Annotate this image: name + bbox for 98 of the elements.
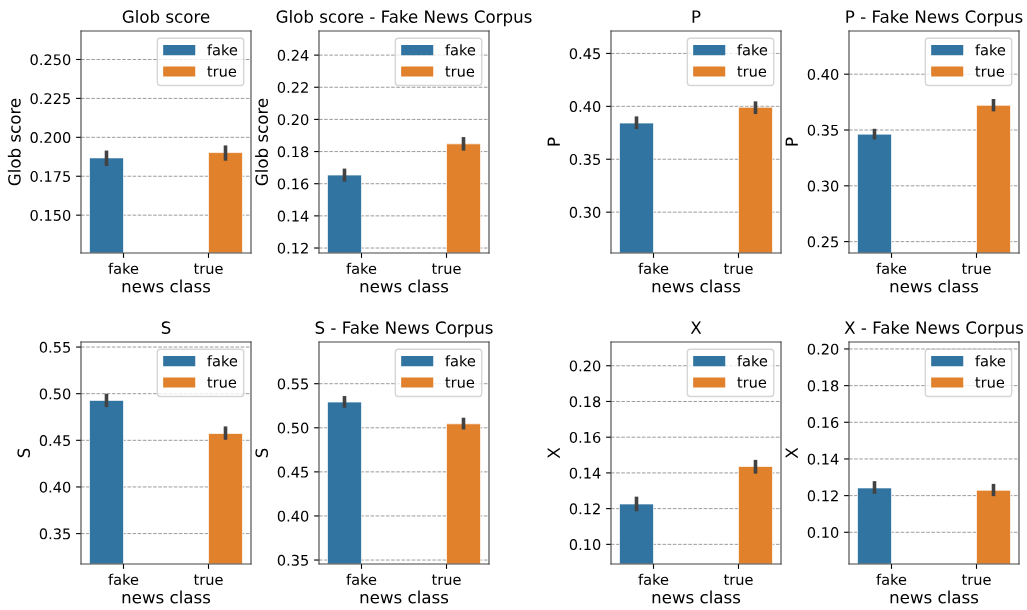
y-tick-label: 0.250	[30, 54, 71, 66]
legend-label: fake	[445, 355, 476, 367]
x-tick-label: true	[431, 574, 461, 586]
y-tick-label: 0.55	[277, 378, 308, 390]
y-tick-label: 0.20	[277, 114, 309, 126]
x-axis-title: news class	[360, 590, 449, 604]
legend-label: true	[737, 377, 767, 388]
x-axis-title: news class	[360, 279, 449, 293]
x-axis-title: news class	[890, 279, 979, 293]
chart-title: S - Fake News Corpus	[315, 321, 493, 338]
y-tick-label: 0.175	[30, 170, 70, 182]
x-tick-label: fake	[346, 573, 377, 586]
chart-title: S	[161, 321, 171, 334]
x-axis-title: news class	[122, 279, 211, 293]
x-tick-label: fake	[638, 262, 669, 275]
y-tick-label: 0.35	[277, 554, 308, 566]
legend-label: fake	[975, 44, 1006, 56]
y-tick-label: 0.16	[569, 431, 601, 443]
y-tick-label: 0.14	[807, 453, 839, 465]
y-tick-label: 0.30	[569, 206, 601, 218]
x-tick-label: true	[723, 574, 753, 586]
y-tick-label: 0.14	[277, 210, 309, 222]
y-tick-label: 0.24	[277, 49, 309, 61]
chart-title: Glob score - Fake News Corpus	[276, 10, 532, 27]
y-axis-title: X	[785, 447, 798, 459]
y-axis-title: S	[255, 448, 269, 458]
legend-label: fake	[445, 44, 476, 56]
y-axis-title: Glob score	[7, 98, 21, 186]
x-tick-label: true	[193, 263, 223, 275]
y-tick-label: 0.55	[39, 341, 70, 353]
legend-label: true	[445, 377, 475, 388]
legend-label: fake	[737, 355, 768, 367]
legend-label: fake	[737, 44, 768, 56]
x-tick-label: fake	[638, 573, 669, 586]
y-tick-label: 0.35	[807, 124, 838, 136]
x-axis-title: news class	[652, 590, 741, 604]
x-axis-title: news class	[890, 590, 979, 604]
y-tick-label: 0.35	[569, 153, 600, 165]
x-tick-label: true	[723, 263, 753, 275]
chart-title: X	[690, 321, 702, 334]
y-axis-title: P	[785, 137, 798, 146]
x-tick-label: fake	[108, 262, 139, 275]
y-axis-title: Glob score	[255, 98, 269, 186]
chart-title: P	[692, 10, 701, 23]
y-tick-label: 0.12	[277, 242, 308, 254]
x-tick-label: true	[961, 574, 991, 586]
y-tick-label: 0.10	[807, 527, 839, 539]
y-tick-label: 0.45	[569, 48, 600, 60]
x-tick-label: fake	[108, 573, 139, 586]
legend-label: fake	[207, 44, 238, 56]
legend-label: true	[975, 66, 1005, 77]
legend-label: true	[445, 66, 475, 77]
x-tick-label: true	[431, 263, 461, 275]
x-axis-title: news class	[122, 590, 211, 604]
y-tick-label: 0.40	[277, 510, 309, 522]
x-tick-label: true	[961, 263, 991, 275]
chart-title: Glob score	[122, 10, 210, 23]
y-tick-label: 0.14	[569, 467, 601, 479]
y-axis-title: S	[17, 448, 31, 458]
y-axis-title: X	[547, 447, 560, 459]
y-tick-label: 0.22	[277, 81, 308, 94]
y-tick-label: 0.18	[569, 396, 601, 408]
x-tick-label: fake	[876, 262, 907, 275]
y-tick-label: 0.45	[39, 435, 70, 447]
x-tick-label: fake	[876, 573, 907, 586]
legend-label: true	[207, 66, 237, 77]
chart-title: P - Fake News Corpus	[846, 10, 1023, 27]
legend-label: true	[975, 377, 1005, 388]
y-tick-label: 0.50	[39, 388, 71, 400]
y-tick-label: 0.20	[807, 343, 839, 355]
legend-label: fake	[975, 355, 1006, 367]
legend-label: true	[737, 66, 767, 77]
y-tick-label: 0.18	[807, 380, 839, 392]
x-axis-title: news class	[652, 279, 741, 293]
y-tick-label: 0.40	[807, 68, 839, 80]
y-tick-label: 0.35	[39, 528, 70, 540]
y-tick-label: 0.150	[30, 209, 71, 221]
y-tick-label: 0.40	[39, 481, 71, 493]
x-tick-label: fake	[346, 262, 377, 275]
y-tick-label: 0.10	[569, 539, 601, 551]
x-tick-label: true	[193, 574, 223, 586]
y-tick-label: 0.12	[569, 503, 600, 515]
legend-label: true	[207, 377, 237, 388]
y-tick-label: 0.25	[807, 236, 838, 248]
y-axis-title: P	[547, 137, 560, 146]
y-tick-label: 0.50	[277, 422, 309, 434]
y-tick-label: 0.30	[807, 180, 839, 192]
y-tick-label: 0.20	[569, 360, 601, 372]
y-tick-label: 0.40	[569, 101, 601, 113]
y-tick-label: 0.225	[30, 93, 70, 105]
y-tick-label: 0.16	[807, 417, 839, 429]
y-tick-label: 0.16	[277, 178, 309, 190]
chart-title: X - Fake News Corpus	[844, 321, 1024, 338]
legend-label: fake	[207, 355, 238, 367]
y-tick-label: 0.18	[277, 146, 309, 158]
y-tick-label: 0.45	[277, 466, 308, 478]
y-tick-label: 0.12	[807, 490, 838, 502]
y-tick-label: 0.200	[30, 132, 71, 144]
